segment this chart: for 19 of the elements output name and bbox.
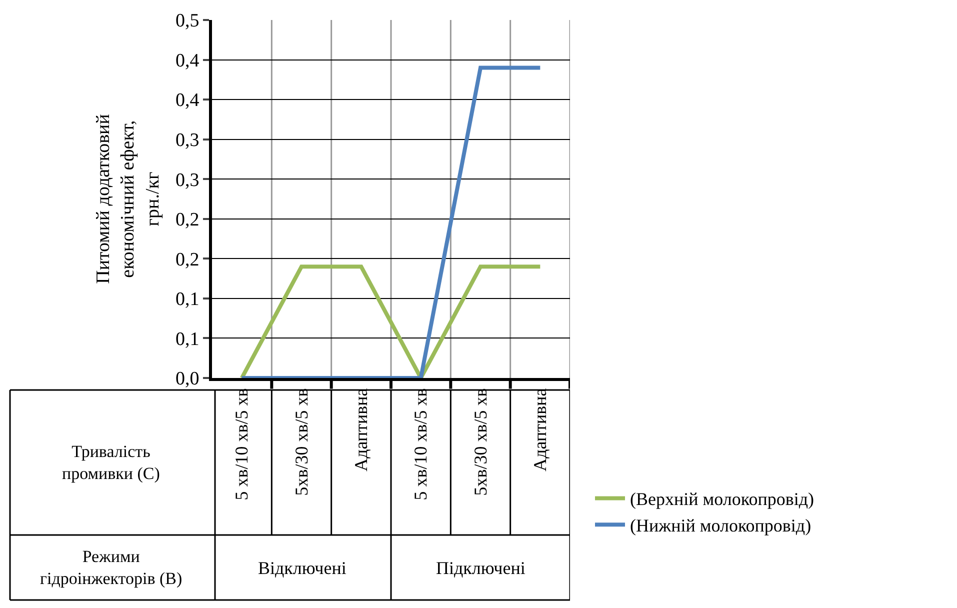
text: Режими гідроінжекторів (В) [40,547,182,588]
y-tick-label: 0,3 [175,130,200,151]
y-tick-label: 0,2 [175,210,200,231]
text: Відключені [258,558,346,578]
y-axis-title: Питомий додатковий економічний ефект, грн./кг [92,114,164,284]
legend-label: (Верхній молокопровід) [630,489,814,510]
text: Тривалість промивки (С) [62,442,160,484]
y-tick-label: 0,2 [175,249,200,270]
text: Підключені [436,558,526,578]
y-tick-label: 0,1 [175,289,200,310]
y-tick-label: 0,1 [175,328,200,350]
y-tick-label: 0,4 [175,90,200,112]
y-tick-label: 0,4 [175,50,200,72]
y-tick-label: 0,3 [175,170,200,191]
x-tick-label: Адаптивна [351,388,372,472]
y-tick-label: 0,5 [175,10,200,32]
y-tick-label: 0,0 [175,368,200,390]
x-tick-label: Адаптивна [530,388,550,472]
legend-label: (Нижній молокопровід) [630,516,812,536]
